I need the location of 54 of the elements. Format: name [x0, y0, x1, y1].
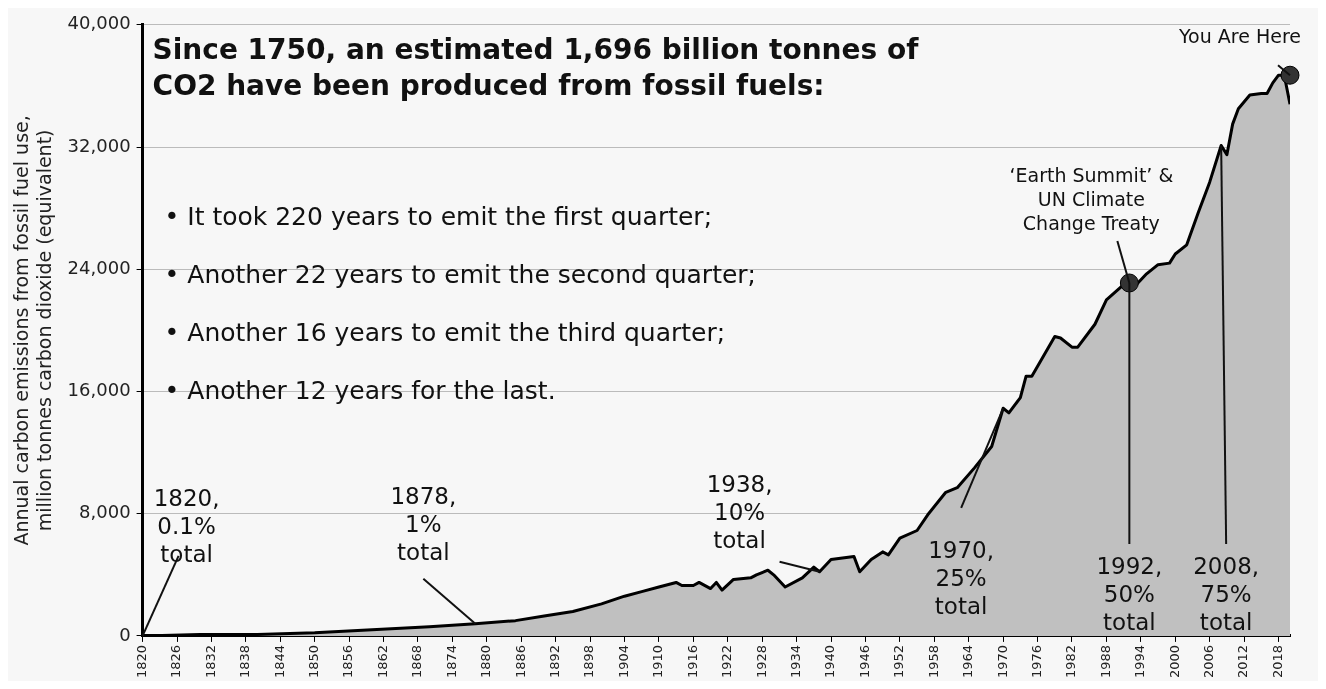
annotation: • Another 12 years for the last. — [164, 375, 556, 405]
y-tick-label: 0 — [119, 623, 131, 645]
y-tick-label: 40,000 — [67, 12, 131, 34]
x-tick-label: 2006 — [1201, 644, 1217, 679]
x-tick-label: 1970 — [994, 644, 1010, 679]
annotation: • It took 220 years to emit the first quarter; — [164, 201, 713, 231]
x-tick-label: 1940 — [822, 644, 838, 679]
x-tick-label: 1922 — [719, 644, 735, 679]
x-tick-label: 1898 — [581, 644, 597, 679]
annotation: • Another 16 years to emit the third quarter; — [164, 317, 726, 347]
annotation: 1878, 1% total — [390, 482, 457, 565]
y-tick-label: 32,000 — [67, 134, 131, 156]
annotation: • Another 22 years to emit the second quarter; — [164, 259, 757, 289]
x-tick-label: 1982 — [1063, 644, 1079, 679]
text: Since 1750, an estimated 1,696 billion tonnes of CO2 have been produced from fossil fuels: — [152, 32, 920, 102]
x-tick-label: 1994 — [1132, 644, 1148, 679]
x-tick-label: 2000 — [1166, 644, 1182, 679]
x-tick-label: 1832 — [202, 644, 218, 679]
x-tick-label: 1826 — [168, 644, 184, 679]
annotation: ‘Earth Summit’ & UN Climate Change Treaty — [1009, 164, 1174, 234]
annotation: 2008, 75% total — [1193, 552, 1260, 635]
x-tick-label: 1886 — [512, 644, 528, 679]
x-tick-label: 1892 — [547, 644, 563, 679]
x-tick-label: 1838 — [237, 644, 253, 679]
x-tick-label: 2018 — [1269, 644, 1285, 679]
x-tick-label: 1856 — [340, 644, 356, 679]
annotation: 1938, 10% total — [706, 470, 773, 553]
x-tick-label: 1988 — [1097, 644, 1113, 679]
annotation: 1992, 50% total — [1096, 552, 1163, 635]
x-tick-label: 1868 — [409, 644, 425, 679]
y-tick-label: 24,000 — [67, 256, 131, 278]
x-tick-label: 1850 — [306, 644, 322, 679]
x-tick-label: 1904 — [615, 644, 631, 679]
x-tick-label: 1820 — [133, 644, 149, 679]
annotation: You Are Here — [1178, 25, 1301, 48]
y-axis-title: Annual carbon emissions from fossil fuel use, million tonnes carbon dioxide (equivalent) — [10, 115, 56, 546]
x-tick-label: 1952 — [891, 644, 907, 679]
x-tick-label: 1934 — [787, 644, 803, 679]
x-tick-label: 1862 — [374, 644, 390, 679]
x-tick-label: 1964 — [960, 644, 976, 679]
x-tick-label: 1844 — [271, 644, 287, 679]
x-tick-label: 1928 — [753, 644, 769, 679]
annotation: 1820, 0.1% total — [153, 484, 220, 567]
y-tick-label: 16,000 — [67, 379, 131, 401]
x-tick-label: 1946 — [856, 644, 872, 679]
x-tick-label: 1958 — [925, 644, 941, 679]
x-tick-label: 1910 — [650, 644, 666, 679]
x-tick-label: 1916 — [684, 644, 700, 679]
y-tick-label: 8,000 — [79, 501, 131, 523]
annotation: 1970, 25% total — [928, 536, 995, 619]
x-tick-label: 1874 — [443, 644, 459, 679]
x-tick-label: 1880 — [478, 644, 494, 679]
x-tick-label: 1976 — [1028, 644, 1044, 679]
x-tick-label: 2012 — [1235, 644, 1251, 679]
